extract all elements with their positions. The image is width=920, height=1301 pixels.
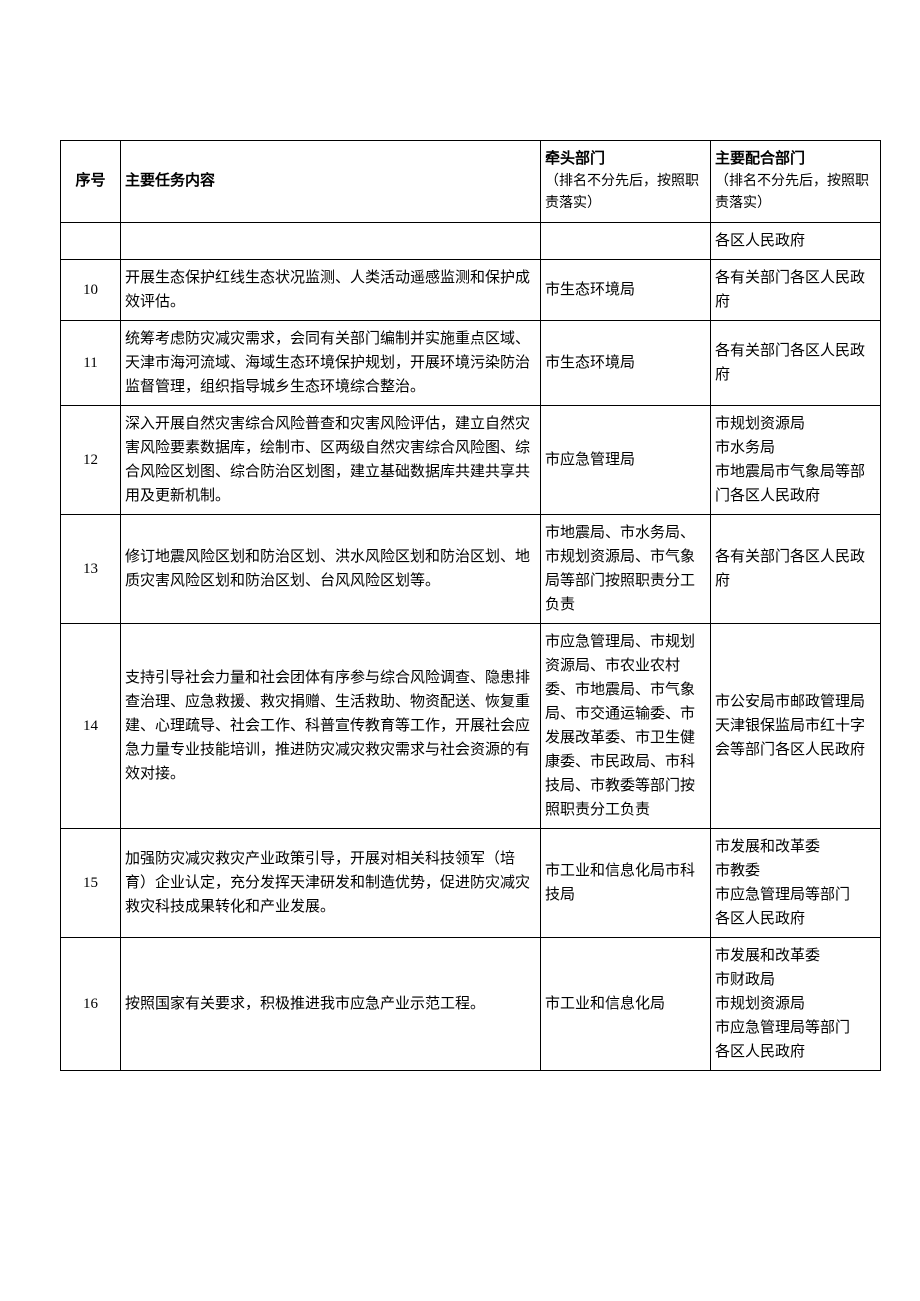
table-row: 16 按照国家有关要求，积极推进我市应急产业示范工程。 市工业和信息化局 市发展…	[61, 937, 881, 1070]
header-support-title: 主要配合部门	[715, 147, 876, 171]
cell-support: 各有关部门各区人民政府	[711, 259, 881, 320]
cell-support: 各有关部门各区人民政府	[711, 320, 881, 405]
header-lead-title: 牵头部门	[545, 147, 706, 171]
cell-lead: 市工业和信息化局市科技局	[541, 828, 711, 937]
cell-task: 按照国家有关要求，积极推进我市应急产业示范工程。	[121, 937, 541, 1070]
cell-num-partial	[61, 222, 121, 259]
cell-lead: 市生态环境局	[541, 259, 711, 320]
cell-task-partial	[121, 222, 541, 259]
cell-num: 16	[61, 937, 121, 1070]
header-row: 序号 主要任务内容 牵头部门 （排名不分先后，按照职责落实） 主要配合部门 （排…	[61, 141, 881, 223]
cell-num: 14	[61, 623, 121, 828]
table-row: 13 修订地震风险区划和防治区划、洪水风险区划和防治区划、地质灾害风险区划和防治…	[61, 514, 881, 623]
cell-support: 市规划资源局市水务局市地震局市气象局等部门各区人民政府	[711, 405, 881, 514]
cell-task: 开展生态保护红线生态状况监测、人类活动遥感监测和保护成效评估。	[121, 259, 541, 320]
table-row: 14 支持引导社会力量和社会团体有序参与综合风险调查、隐患排查治理、应急救援、救…	[61, 623, 881, 828]
cell-lead: 市应急管理局、市规划资源局、市农业农村委、市地震局、市气象局、市交通运输委、市发…	[541, 623, 711, 828]
cell-task: 加强防灾减灾救灾产业政策引导，开展对相关科技领军（培育）企业认定，充分发挥天津研…	[121, 828, 541, 937]
cell-num: 15	[61, 828, 121, 937]
header-support: 主要配合部门 （排名不分先后，按照职责落实）	[711, 141, 881, 223]
cell-num: 12	[61, 405, 121, 514]
header-task: 主要任务内容	[121, 141, 541, 223]
cell-num: 13	[61, 514, 121, 623]
header-support-sub: （排名不分先后，按照职责落实）	[715, 171, 876, 216]
cell-lead-partial	[541, 222, 711, 259]
table-row: 15 加强防灾减灾救灾产业政策引导，开展对相关科技领军（培育）企业认定，充分发挥…	[61, 828, 881, 937]
header-num: 序号	[61, 141, 121, 223]
cell-task: 统筹考虑防灾减灾需求，会同有关部门编制并实施重点区域、天津市海河流域、海域生态环…	[121, 320, 541, 405]
cell-lead: 市应急管理局	[541, 405, 711, 514]
cell-lead: 市生态环境局	[541, 320, 711, 405]
cell-num: 10	[61, 259, 121, 320]
cell-support-partial: 各区人民政府	[711, 222, 881, 259]
table-row: 12 深入开展自然灾害综合风险普查和灾害风险评估，建立自然灾害风险要素数据库，绘…	[61, 405, 881, 514]
cell-support: 市公安局市邮政管理局天津银保监局市红十字会等部门各区人民政府	[711, 623, 881, 828]
table-body: 各区人民政府 10 开展生态保护红线生态状况监测、人类活动遥感监测和保护成效评估…	[61, 222, 881, 1070]
cell-support: 各有关部门各区人民政府	[711, 514, 881, 623]
cell-support: 市发展和改革委市财政局市规划资源局市应急管理局等部门各区人民政府	[711, 937, 881, 1070]
header-lead: 牵头部门 （排名不分先后，按照职责落实）	[541, 141, 711, 223]
table-row: 10 开展生态保护红线生态状况监测、人类活动遥感监测和保护成效评估。 市生态环境…	[61, 259, 881, 320]
cell-lead: 市工业和信息化局	[541, 937, 711, 1070]
cell-support: 市发展和改革委市教委市应急管理局等部门各区人民政府	[711, 828, 881, 937]
header-lead-sub: （排名不分先后，按照职责落实）	[545, 171, 706, 216]
cell-task: 修订地震风险区划和防治区划、洪水风险区划和防治区划、地质灾害风险区划和防治区划、…	[121, 514, 541, 623]
cell-lead: 市地震局、市水务局、市规划资源局、市气象局等部门按照职责分工负责	[541, 514, 711, 623]
table-row: 11 统筹考虑防灾减灾需求，会同有关部门编制并实施重点区域、天津市海河流域、海域…	[61, 320, 881, 405]
cell-num: 11	[61, 320, 121, 405]
table-row-partial: 各区人民政府	[61, 222, 881, 259]
task-table: 序号 主要任务内容 牵头部门 （排名不分先后，按照职责落实） 主要配合部门 （排…	[60, 140, 881, 1071]
cell-task: 深入开展自然灾害综合风险普查和灾害风险评估，建立自然灾害风险要素数据库，绘制市、…	[121, 405, 541, 514]
cell-task: 支持引导社会力量和社会团体有序参与综合风险调查、隐患排查治理、应急救援、救灾捐赠…	[121, 623, 541, 828]
